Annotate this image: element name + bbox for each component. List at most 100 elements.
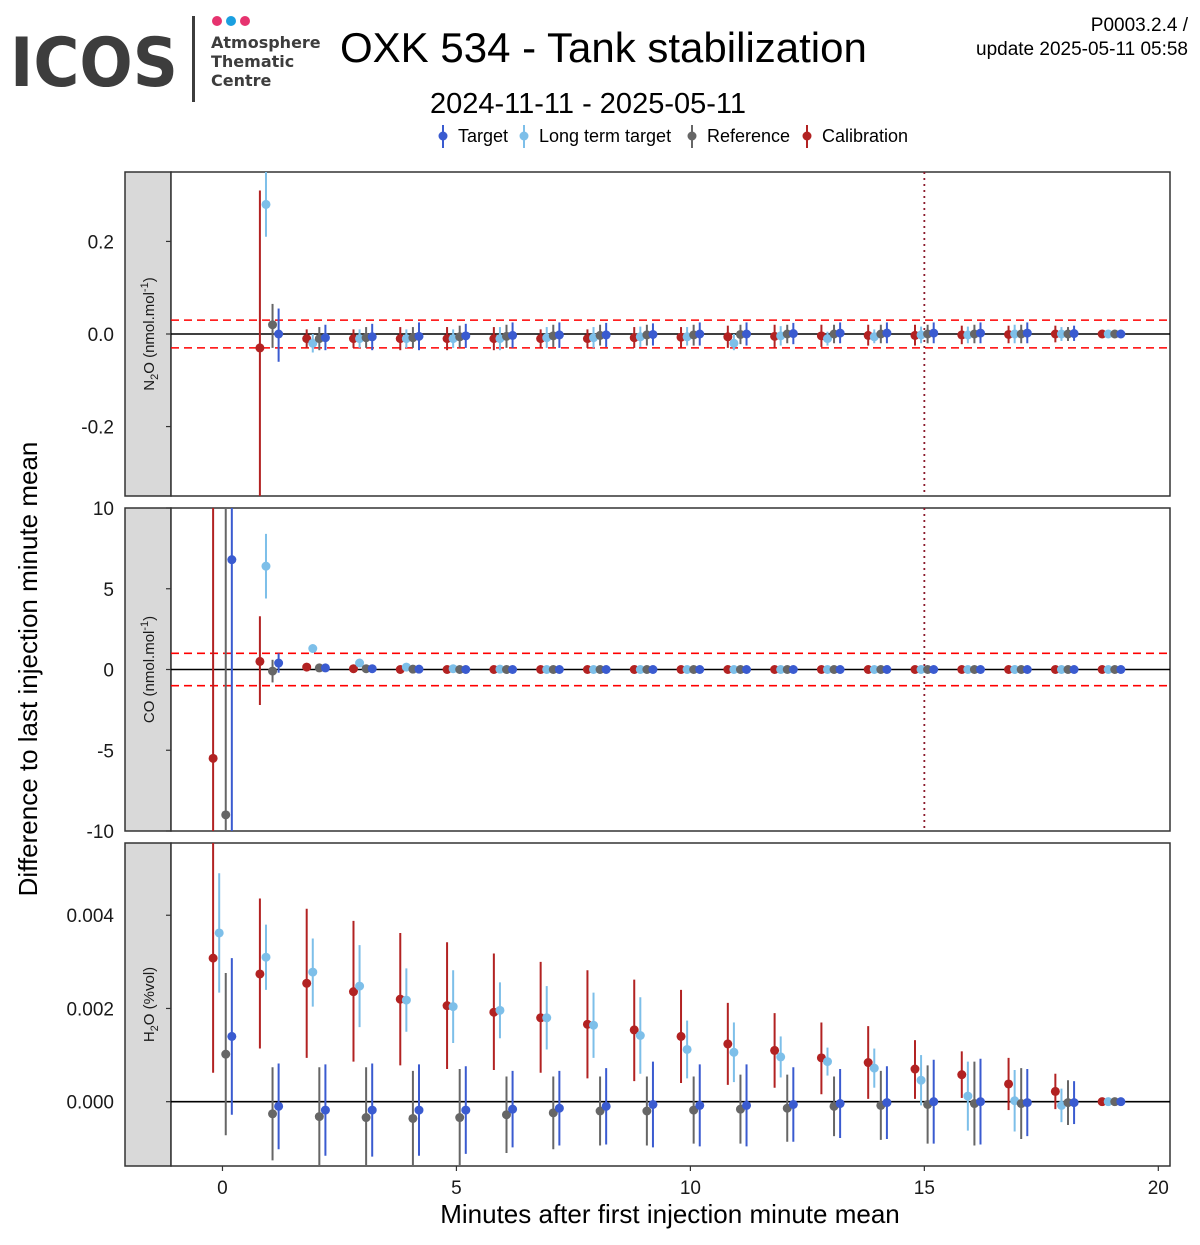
- data-point: [1069, 1098, 1079, 1108]
- data-point: [308, 644, 318, 654]
- panel-strip-label-part: O (%vol): [141, 967, 158, 1025]
- data-point: [1116, 329, 1126, 339]
- data-point: [635, 1030, 645, 1040]
- data-point: [1004, 1079, 1014, 1089]
- panel-plot-area: [171, 508, 1170, 831]
- data-point: [1103, 329, 1113, 339]
- data-point: [916, 330, 926, 340]
- panel-strip-label: H2O (%vol): [141, 967, 161, 1042]
- data-point: [929, 1097, 939, 1107]
- panel-strip: [124, 842, 172, 1167]
- panel-0: N2O (nmol.mol-1) -0.2 0.0 0.2: [81, 171, 1171, 497]
- series-ref: [221, 973, 1120, 1166]
- panel-strip-label-part: N: [141, 380, 158, 391]
- legend-item: Calibration: [802, 125, 908, 148]
- data-point: [963, 330, 973, 340]
- data-point: [221, 810, 231, 820]
- legend-label: Reference: [707, 126, 790, 146]
- legend-item: Target: [438, 125, 508, 148]
- data-point: [461, 665, 471, 674]
- x-tick-label: 10: [680, 1178, 701, 1199]
- y-tick-label: -5: [97, 741, 114, 762]
- y-tick-label: 0.002: [66, 999, 114, 1020]
- data-point: [729, 1047, 739, 1057]
- data-point: [916, 1075, 926, 1085]
- data-point: [788, 329, 798, 339]
- data-point: [1103, 665, 1113, 674]
- data-point: [542, 665, 552, 674]
- data-point: [788, 665, 798, 674]
- data-point: [255, 656, 265, 666]
- data-point: [601, 330, 611, 340]
- legend-key-dot: [519, 131, 529, 141]
- legend-label: Long term target: [539, 126, 671, 146]
- logo-subline-1: Atmosphere: [211, 33, 321, 52]
- y-tick-label: 5: [103, 580, 114, 601]
- data-point: [508, 1104, 518, 1114]
- data-point: [723, 332, 733, 342]
- data-point: [320, 333, 330, 343]
- data-point: [261, 199, 271, 209]
- data-point: [929, 665, 939, 674]
- panel-strip-label-part: 2: [149, 1025, 161, 1031]
- data-point: [742, 329, 752, 339]
- data-point: [414, 1105, 424, 1115]
- series-ltt: [261, 172, 1113, 353]
- data-point: [401, 995, 411, 1005]
- data-point: [302, 334, 312, 344]
- panel-strip-label: CO (nmol.mol-1): [139, 616, 158, 723]
- data-point: [508, 330, 518, 340]
- data-point: [589, 1020, 599, 1030]
- data-point: [1056, 329, 1066, 339]
- y-tick-label: 0: [103, 661, 114, 682]
- data-point: [448, 1002, 458, 1012]
- data-point: [589, 665, 599, 674]
- data-point: [227, 555, 237, 565]
- legend-label: Calibration: [822, 126, 908, 146]
- data-point: [302, 662, 312, 672]
- data-point: [882, 1098, 892, 1108]
- series-cal: [208, 843, 1107, 1111]
- data-point: [723, 1039, 733, 1049]
- data-point: [348, 664, 358, 674]
- data-point: [274, 1101, 284, 1111]
- data-point: [770, 1045, 780, 1055]
- y-tick-label: 0.000: [66, 1093, 114, 1114]
- data-point: [1069, 665, 1079, 674]
- data-point: [1050, 1086, 1060, 1096]
- data-point: [554, 330, 564, 340]
- data-point: [975, 1097, 985, 1107]
- data-point: [629, 1025, 639, 1035]
- panel-strip-label-part: -1: [139, 282, 151, 292]
- data-point: [601, 1101, 611, 1111]
- panel-strip: [124, 507, 172, 832]
- version-line-1: P0003.2.4 /: [1090, 15, 1188, 36]
- logo-divider: [192, 16, 195, 102]
- data-point: [461, 331, 471, 341]
- data-point: [314, 1112, 324, 1122]
- data-point: [695, 665, 705, 674]
- data-point: [648, 1099, 658, 1109]
- data-point: [542, 1013, 552, 1023]
- data-point: [648, 329, 658, 339]
- panel-strip-label-part: CO (nmol.mol: [141, 631, 158, 724]
- data-point: [910, 1064, 920, 1074]
- panel-strip-label-part: ): [141, 616, 158, 621]
- data-point: [635, 665, 645, 674]
- data-point: [695, 329, 705, 339]
- panel-1: CO (nmol.mol-1) -10 -5 0 5 10: [87, 499, 1171, 843]
- legend-label: Target: [458, 126, 508, 146]
- legend-item: Reference: [687, 125, 790, 148]
- data-point: [367, 664, 377, 674]
- data-point: [822, 334, 832, 344]
- data-point: [1010, 665, 1020, 674]
- data-point: [729, 665, 739, 674]
- data-point: [261, 952, 271, 962]
- data-point: [916, 665, 926, 674]
- data-point: [869, 1063, 879, 1073]
- data-point: [508, 665, 518, 674]
- data-point: [320, 663, 330, 673]
- data-point: [975, 665, 985, 674]
- data-point: [1103, 1097, 1113, 1107]
